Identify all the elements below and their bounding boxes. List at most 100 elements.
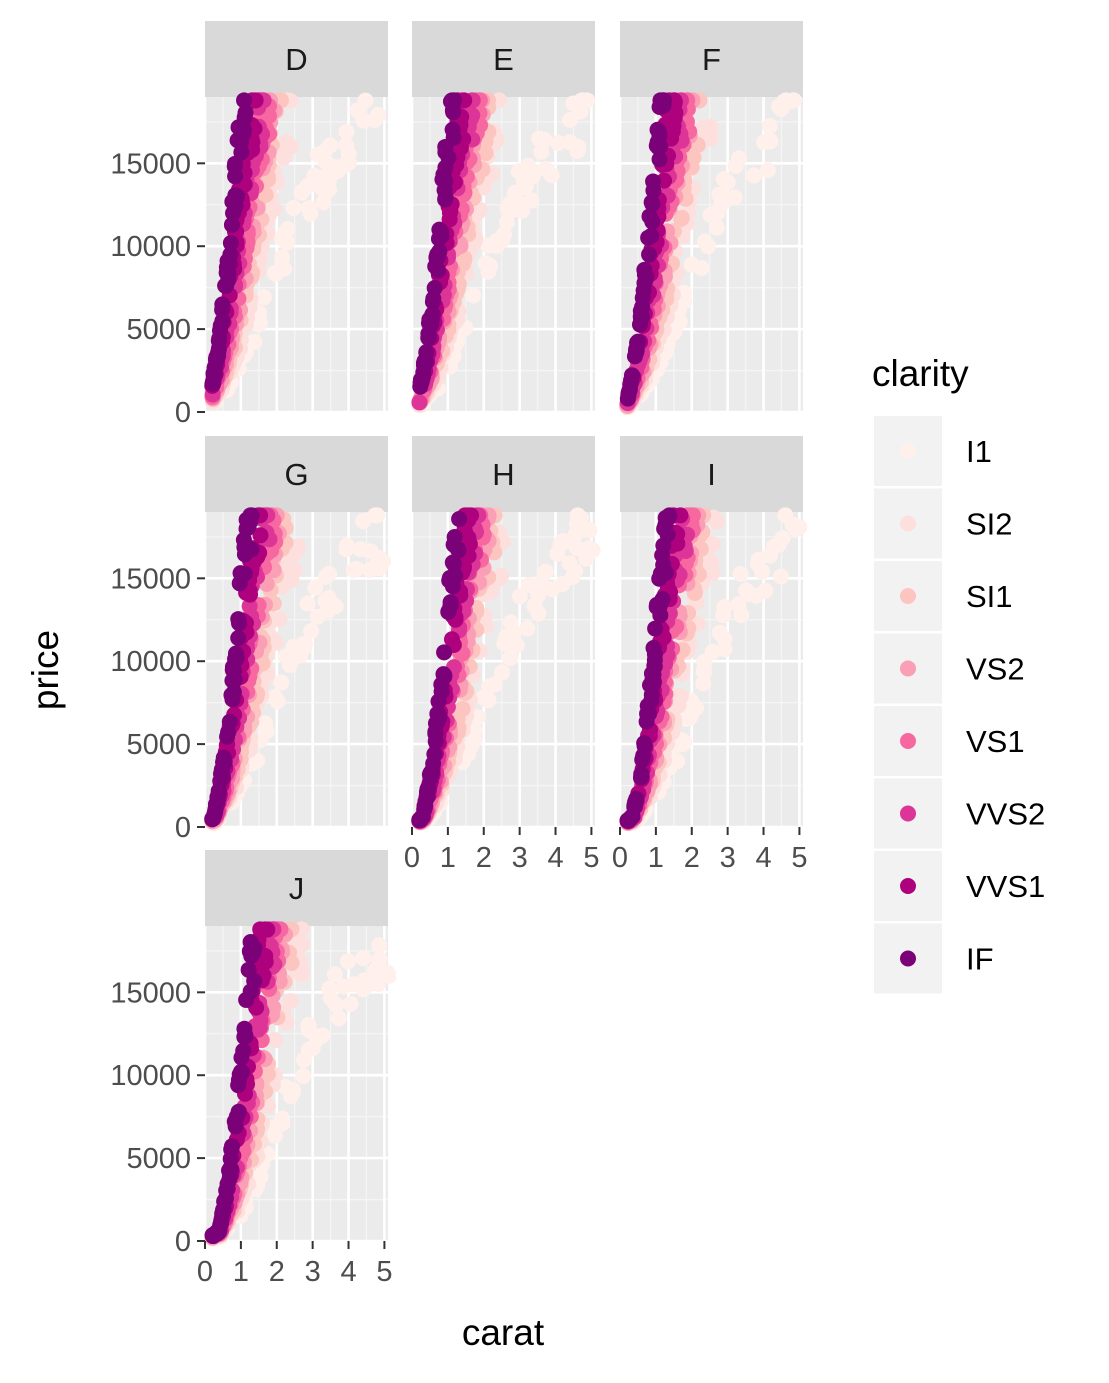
data-point [437,138,454,155]
data-point [433,223,450,240]
data-point [279,220,296,237]
data-point [230,1077,247,1094]
data-point [436,668,453,685]
point-layer [411,507,601,831]
data-point [502,614,519,631]
data-point [219,266,236,283]
data-point [355,112,372,129]
data-point [307,579,324,596]
legend-label: VS2 [966,652,1025,687]
legend-title: clarity [872,353,969,394]
data-point [511,588,528,605]
data-point [355,512,372,529]
data-point [526,597,543,614]
data-point [251,1019,268,1036]
data-point [717,191,734,208]
data-point [647,620,664,637]
data-point [754,563,771,580]
point-layer [619,507,808,832]
data-point [531,130,548,147]
y-tick-label: 0 [175,812,191,844]
y-tick-label: 15000 [110,563,191,595]
data-point [339,953,356,970]
data-point [644,665,661,682]
legend-swatch [900,515,916,532]
data-point [370,106,387,123]
legend-label: IF [966,942,994,977]
data-point [233,1063,250,1080]
data-point [315,194,332,211]
data-point [475,689,492,706]
data-point [466,722,483,739]
data-point [279,234,296,251]
x-tick-label: 2 [476,842,492,874]
x-tick-label: 0 [197,1256,213,1288]
data-point [371,937,388,954]
data-point [537,563,554,580]
data-point [213,770,230,787]
data-point [791,519,808,536]
data-point [634,751,651,768]
data-point [418,789,435,806]
facet-panel-i: I 0 1 2 3 4 5 [612,436,808,874]
data-point [299,595,316,612]
facet-panel-h: H 0 1 2 3 4 5 [404,436,601,874]
facet-strip [620,436,803,512]
x-tick-label: 4 [340,1256,356,1288]
data-point [223,216,240,233]
data-point [209,793,226,810]
data-point [236,92,253,109]
data-point [317,593,334,610]
facet-strip-label: E [493,42,514,77]
data-point [316,143,333,160]
x-tick-label: 0 [404,842,420,874]
data-point [429,714,446,731]
data-point [451,510,468,527]
data-point [477,255,494,272]
data-point [411,394,428,411]
facet-strip-label: I [707,457,716,492]
legend-item: VS2 [874,633,1025,704]
x-tick-label: 3 [305,1256,321,1288]
data-point [252,1168,269,1185]
point-layer [619,92,802,416]
data-point [228,1108,245,1125]
facet-strip-label: G [284,457,308,492]
x-tick-label: 2 [269,1256,285,1288]
data-point [342,995,359,1012]
data-point [655,537,672,554]
facet-panel-f: F [618,21,803,416]
data-point [269,693,286,710]
data-point [242,983,259,1000]
data-point [204,373,221,390]
data-point [370,976,387,993]
y-tick-label: 15000 [110,148,191,180]
facet-panel-g: G 0 5000 10000 15000 [110,436,392,844]
data-point [208,353,225,370]
data-point [648,137,665,154]
data-point [646,652,663,669]
y-tick-label: 10000 [110,646,191,678]
data-point [626,348,643,365]
data-point [285,199,302,216]
data-point [322,990,339,1007]
data-point [425,755,442,772]
y-axis-title: price [25,630,66,710]
data-point [300,1041,317,1058]
x-tick-label: 1 [233,1256,249,1288]
data-point [255,289,272,306]
x-tick-label: 5 [791,842,807,874]
y-tick-label: 5000 [126,314,191,346]
data-point [284,1084,301,1101]
x-tick-label: 4 [755,842,771,874]
data-point [645,182,662,199]
data-point [420,325,437,342]
data-point [317,568,334,585]
data-point [463,737,480,754]
y-tick-label: 5000 [126,729,191,761]
data-point [670,697,687,714]
x-tick-label: 3 [512,842,528,874]
legend-swatch [900,878,916,894]
data-point [651,151,668,168]
